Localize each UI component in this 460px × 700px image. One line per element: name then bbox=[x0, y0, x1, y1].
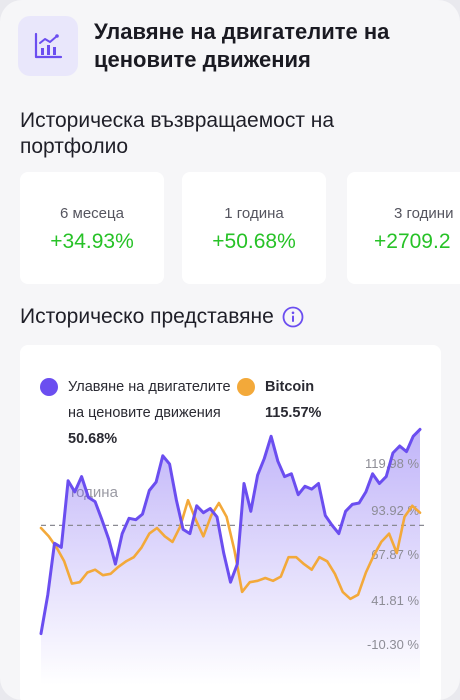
bar-chart-icon bbox=[34, 32, 63, 59]
return-card-1y: 1 година +50.68% bbox=[182, 172, 326, 284]
strategy-line bbox=[39, 427, 422, 636]
legend-name: Улавяне на двигателите на ценовите движе… bbox=[68, 379, 231, 421]
return-card-6m: 6 месеца +34.93% bbox=[20, 172, 164, 284]
legend-value: 115.57% bbox=[265, 405, 322, 421]
y-tick-label: 41.81 % bbox=[371, 593, 419, 608]
return-value: +2709.2 bbox=[374, 230, 451, 253]
legend-dot bbox=[40, 378, 58, 396]
returns-cards[interactable]: 6 месеца +34.93% 1 година +50.68% 3 годи… bbox=[20, 172, 460, 284]
info-icon[interactable] bbox=[282, 306, 304, 328]
return-value: +34.93% bbox=[50, 230, 134, 253]
performance-chart[interactable]: 119.98 %93.92 %67.87 %41.81 %-10.30 % bbox=[20, 345, 441, 685]
return-label: 1 година bbox=[224, 205, 284, 222]
legend-name: Bitcoin bbox=[265, 379, 315, 395]
y-tick-label: 67.87 % bbox=[371, 547, 419, 562]
strategy-area bbox=[41, 429, 420, 685]
return-label: 3 години bbox=[394, 205, 454, 222]
y-tick-label: 119.98 % bbox=[365, 456, 419, 471]
performance-title-row: Историческо представяне bbox=[20, 304, 304, 330]
return-card-3y: 3 години +2709.2 bbox=[347, 172, 460, 284]
return-label: 6 месеца bbox=[60, 205, 124, 222]
y-tick-label: -10.30 % bbox=[367, 637, 419, 652]
returns-title: Историческа възвращаемост на портфолио bbox=[20, 109, 335, 158]
header: Улавяне на двигателите на ценовите движе… bbox=[18, 16, 454, 76]
legend-value: 50.68% bbox=[68, 431, 118, 447]
strategy-logo bbox=[18, 16, 78, 76]
legend-dot bbox=[237, 378, 255, 396]
strategy-title: Улавяне на двигателите на ценовите движе… bbox=[94, 19, 390, 72]
performance-title: Историческо представяне bbox=[20, 305, 274, 328]
bitcoin-line bbox=[39, 498, 422, 601]
return-value: +50.68% bbox=[212, 230, 296, 253]
performance-chart-card: Улавяне на двигателите на ценовите движе… bbox=[20, 345, 441, 700]
